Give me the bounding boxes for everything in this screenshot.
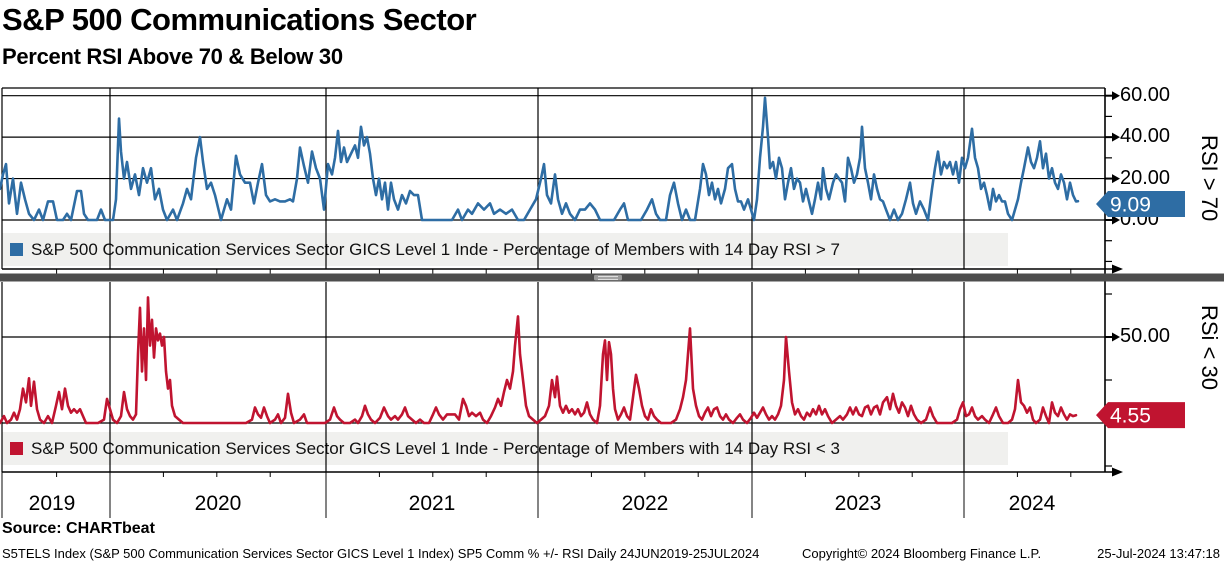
x-tick-label-2020: 2020 [194,492,242,515]
legend-rsi-above-70[interactable]: S&P 500 Communication Services Sector GI… [2,233,1008,266]
y-axis-title-rsi-below-30: RSi < 30 [1197,305,1222,390]
series-line-rsi-above-70[interactable] [0,96,1080,222]
x-tick-label-2023: 2023 [834,492,882,515]
y-tick-label-rsi-above-70-60: 60.00 [1120,83,1171,106]
x-tick-label-2019: 2019 [28,492,76,515]
chart-title: S&P 500 Communications Sector [2,2,477,37]
x-tick-label-2021: 2021 [408,492,456,515]
footer-ticker-info: S5TELS Index (S&P 500 Communication Serv… [2,546,760,561]
legend-marker-red-icon [10,442,23,455]
y-tick-label-rsi-below-30-50: 50.00 [1120,325,1171,347]
x-tick-label-2024: 2024 [1008,492,1056,515]
last-value-badge-rsi-above-70 [1096,191,1185,217]
legend-label-rsi-above-70: S&P 500 Communication Services Sector GI… [31,239,840,259]
legend-label-rsi-below-30: S&P 500 Communication Services Sector GI… [31,438,840,458]
legend-rsi-below-30[interactable]: S&P 500 Communication Services Sector GI… [2,432,1008,465]
chart-subtitle: Percent RSI Above 70 & Below 30 [2,44,343,69]
series-line-rsi-below-30[interactable] [0,296,1078,425]
last-value-text-rsi-above-70: 9.09 [1110,194,1151,217]
last-value-badge-rsi-below-30 [1096,402,1185,429]
y-tick-label-rsi-above-70-20: 20.00 [1120,166,1171,189]
footer-timestamp: 25-Jul-2024 13:47:18 [1097,546,1220,561]
y-axis-title-rsi-above-70: RSI > 70 [1197,135,1222,222]
footer-copyright: Copyright© 2024 Bloomberg Finance L.P. [802,546,1042,561]
x-tick-label-2022: 2022 [621,492,669,515]
y-tick-label-rsi-above-70-40: 40.00 [1120,125,1171,148]
source-line: Source: CHARTbeat [2,520,155,537]
legend-marker-blue-icon [10,243,23,256]
last-value-text-rsi-below-30: 4.55 [1110,405,1151,428]
